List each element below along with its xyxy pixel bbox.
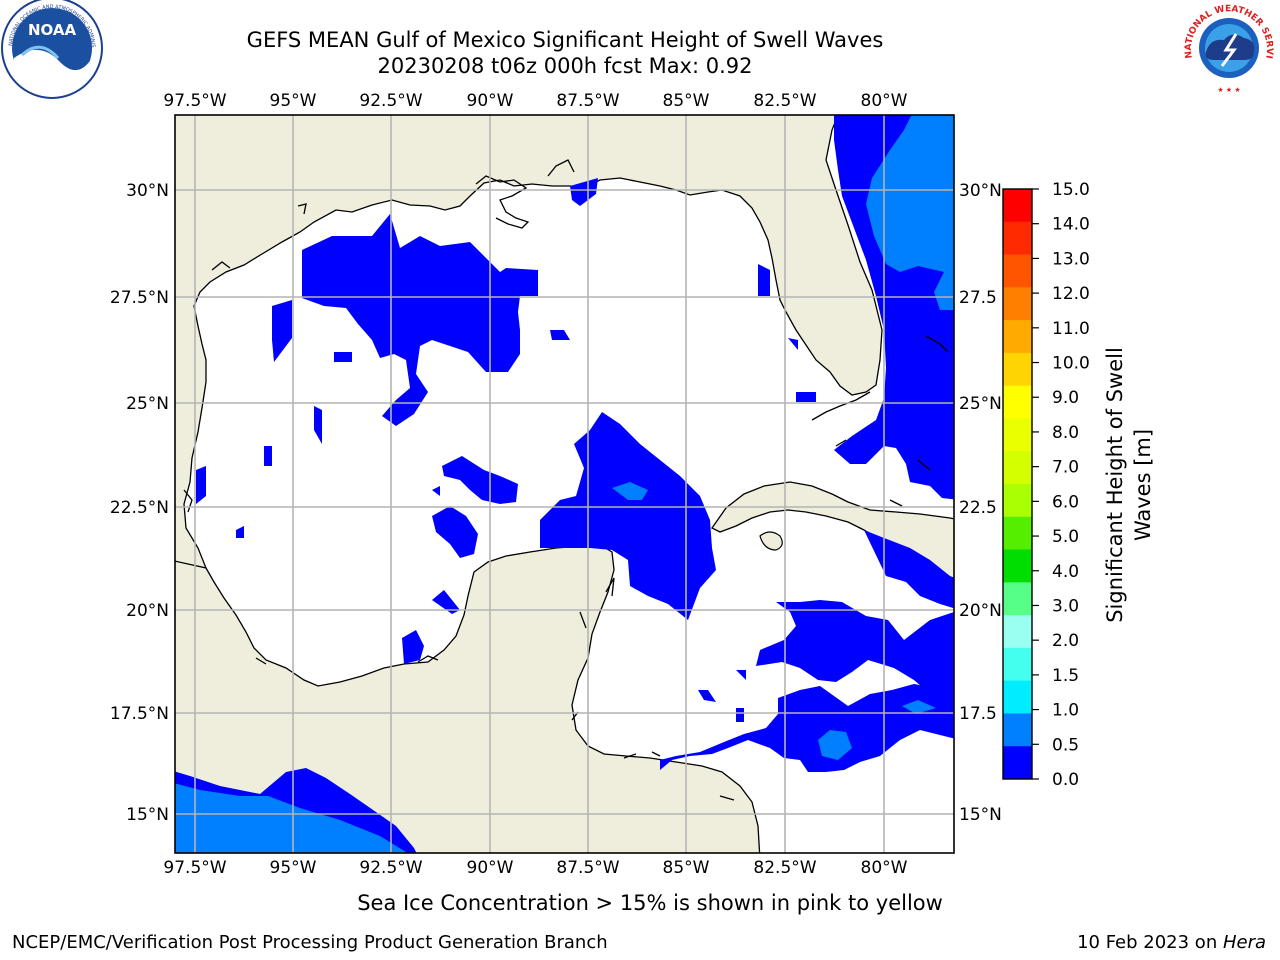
colorbar-tick-label: 5.0 <box>1052 527 1079 547</box>
colorbar-tick-label: 12.0 <box>1052 284 1090 304</box>
lon-label: 80°W <box>861 91 908 111</box>
colorbar-tick-label: 14.0 <box>1052 215 1090 235</box>
swell-contours-0.5-1.0 <box>175 115 954 853</box>
graticule <box>175 115 954 853</box>
lon-label: 97.5°W <box>163 858 226 878</box>
colorbar-bin <box>1003 221 1032 256</box>
lat-label: 27.5 <box>959 288 997 308</box>
colorbar-bin <box>1003 615 1032 649</box>
lat-label: 30°N <box>959 181 1002 201</box>
lat-labels-left: 30°N 27.5°N 25°N 22.5°N 20°N 17.5°N 15°N <box>110 181 169 825</box>
colorbar-tick-label: 8.0 <box>1052 423 1079 443</box>
colorbar-tick-label: 1.0 <box>1052 701 1079 721</box>
colorbar-bin <box>1003 484 1032 518</box>
land-isla-de-la-juventud <box>759 531 783 551</box>
footer-date: 10 Feb 2023 on Hera <box>1077 932 1266 953</box>
colorbar-tick-label: 0.5 <box>1052 735 1079 755</box>
colorbar-tick-label: 6.0 <box>1052 492 1079 512</box>
nws-logo: NATIONAL WEATHER SERVICE ★ ★ ★ <box>0 0 1277 96</box>
colorbar-tick-label: 11.0 <box>1052 319 1090 339</box>
lat-labels-right: 30°N 27.5 25°N 22.5 20°N 17.5 15°N <box>959 181 1002 825</box>
colorbar-tick-label: 13.0 <box>1052 249 1090 269</box>
noaa-logo: NOAA NATIONAL OCEANIC AND ATMOSPHERIC AD… <box>0 0 103 99</box>
colorbar-bin <box>1003 418 1032 452</box>
chart-subtitle: 20230208 t06z 000h fcst Max: 0.92 <box>377 54 753 78</box>
lat-label: 17.5°N <box>110 704 169 724</box>
colorbar: 15.0 14.0 13.0 12.0 11.0 10.0 9.0 8.0 7.0 6.0 5.0 4… <box>1002 180 1090 790</box>
colorbar-bin <box>1003 582 1032 616</box>
lat-label: 15°N <box>959 805 1002 825</box>
colorbar-tick-label: 9.0 <box>1052 388 1079 408</box>
lon-label: 95°W <box>270 858 317 878</box>
sea-ice-note: Sea Ice Concentration > 15% is shown in … <box>357 891 943 915</box>
lat-label: 25°N <box>126 394 169 414</box>
colorbar-frame <box>1002 188 1033 780</box>
svg-text:★ ★ ★: ★ ★ ★ <box>1217 86 1240 94</box>
colorbar-bin <box>1003 680 1032 714</box>
map-frame <box>174 114 955 854</box>
lon-labels-bottom: 97.5°W 95°W 92.5°W 90°W 87.5°W 85°W 82.5… <box>163 858 907 878</box>
chart-title: GEFS MEAN Gulf of Mexico Significant Hei… <box>246 28 884 52</box>
lat-label: 30°N <box>126 181 169 201</box>
lon-label: 82.5°W <box>753 91 816 111</box>
colorbar-bin <box>1003 746 1032 780</box>
lon-label: 92.5°W <box>359 858 422 878</box>
noaa-logo-text: NOAA <box>28 21 77 39</box>
colorbar-bin <box>1003 516 1032 551</box>
colorbar-tick-label: 2.0 <box>1052 631 1079 651</box>
colorbar-tick-label: 3.0 <box>1052 596 1079 616</box>
colorbar-bin <box>1003 189 1032 223</box>
colorbar-bin <box>1003 451 1032 485</box>
footer-host: Hera <box>1222 932 1266 953</box>
map-area <box>175 115 954 853</box>
lon-label: 85°W <box>663 858 710 878</box>
colorbar-bin <box>1003 647 1032 682</box>
colorbar-label-line1: Significant Height of Swell <box>1103 347 1127 623</box>
colorbar-tick-label: 10.0 <box>1052 354 1090 374</box>
lat-label: 27.5°N <box>110 288 169 308</box>
nws-ring-text: NATIONAL WEATHER SERVICE <box>0 0 1274 59</box>
colorbar-tick-label: 0.0 <box>1052 770 1079 790</box>
colorbar-bin <box>1003 254 1032 288</box>
svg-text:NATIONAL WEATHER SERVICE: NATIONAL WEATHER SERVICE <box>0 0 1274 59</box>
footer-credit: NCEP/EMC/Verification Post Processing Pr… <box>12 932 608 953</box>
lat-label: 15°N <box>126 805 169 825</box>
lon-label: 87.5°W <box>556 858 619 878</box>
lon-label: 95°W <box>270 91 317 111</box>
lon-label: 92.5°W <box>359 91 422 111</box>
land-us-gulf-coast <box>175 115 883 571</box>
lon-label: 82.5°W <box>753 858 816 878</box>
colorbar-bin <box>1003 713 1032 747</box>
colorbar-bin <box>1003 549 1032 583</box>
lon-label: 80°W <box>861 858 908 878</box>
lon-labels-top: 97.5°W 95°W 92.5°W 90°W 87.5°W 85°W 82.5… <box>163 91 907 111</box>
colorbar-bin <box>1003 385 1032 419</box>
colorbar-bin <box>1003 287 1032 321</box>
lat-label: 20°N <box>126 601 169 621</box>
lon-label: 97.5°W <box>163 91 226 111</box>
colorbar-bin <box>1003 352 1032 387</box>
lat-label: 22.5 <box>959 498 997 518</box>
colorbar-tick-label: 15.0 <box>1052 180 1090 200</box>
lat-label: 17.5 <box>959 704 997 724</box>
colorbar-tick-label: 4.0 <box>1052 562 1079 582</box>
lat-label: 20°N <box>959 601 1002 621</box>
lon-label: 90°W <box>467 858 514 878</box>
colorbar-tick-label: 7.0 <box>1052 458 1079 478</box>
lon-label: 85°W <box>663 91 710 111</box>
lon-label: 90°W <box>467 91 514 111</box>
lon-label: 87.5°W <box>556 91 619 111</box>
lat-label: 25°N <box>959 394 1002 414</box>
footer-date-text: 10 Feb 2023 on <box>1077 932 1223 953</box>
colorbar-bin <box>1003 320 1032 354</box>
colorbar-label-line2: Waves [m] <box>1131 429 1155 541</box>
colorbar-tick-label: 1.5 <box>1052 666 1079 686</box>
lat-label: 22.5°N <box>110 498 169 518</box>
